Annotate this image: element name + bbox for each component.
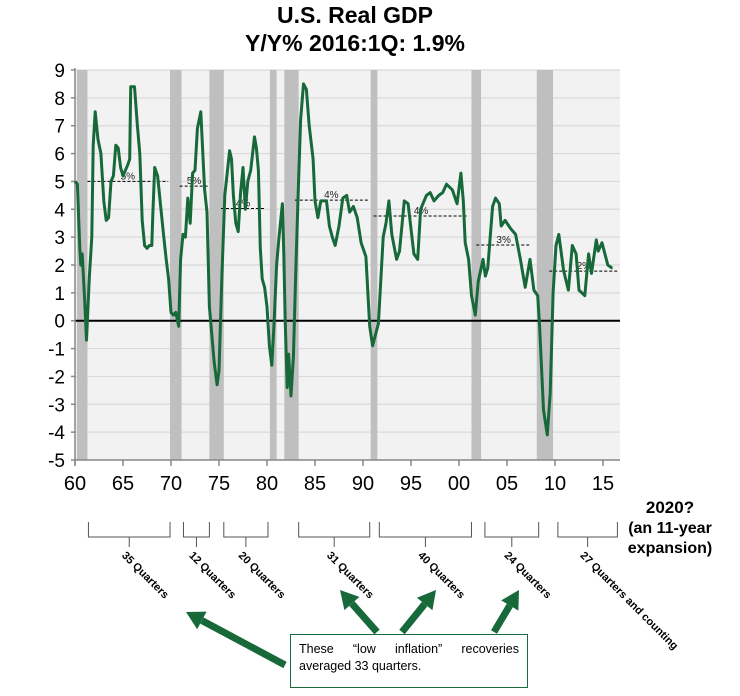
expansion-label: 40 Quarters [415, 550, 467, 602]
y-tick-label: 1 [54, 284, 65, 305]
x-tick-label: 15 [592, 473, 614, 495]
callout-arrow-shaft [349, 601, 380, 635]
callout-arrow-shaft [399, 601, 428, 635]
x-tick-label: 90 [352, 473, 374, 495]
y-tick-label: 7 [54, 117, 65, 138]
expansion-bracket [87, 522, 171, 547]
callout-arrow-head-icon [416, 590, 436, 611]
y-tick-label: 6 [54, 145, 65, 166]
callout-arrow-head-icon [340, 590, 360, 611]
annotation-expansion: expansion) [627, 540, 713, 557]
x-tick-label: 70 [160, 473, 182, 495]
average-label: 5% [187, 176, 202, 187]
expansion-label: 24 Quarters [502, 550, 554, 602]
expansion-label: 12 Quarters [186, 550, 238, 602]
expansion-bracket [182, 522, 210, 547]
recession-band [370, 70, 378, 460]
callout-box: These “low inflation” recoveries average… [290, 634, 528, 688]
average-label: 4% [236, 198, 251, 209]
recession-band [269, 70, 277, 460]
average-label: 4% [324, 190, 339, 201]
y-tick-label: -4 [48, 423, 65, 444]
y-tick-label: 9 [54, 61, 65, 82]
expansion-label: 20 Quarters [236, 550, 288, 602]
x-tick-label: 95 [400, 473, 422, 495]
x-tick-label: 80 [256, 473, 278, 495]
x-tick-label: 65 [112, 473, 134, 495]
callout-arrow-head-icon [501, 590, 519, 611]
callout-arrow-shaft [490, 603, 513, 634]
expansion-label: 35 Quarters [119, 550, 171, 602]
x-tick-label: 85 [304, 473, 326, 495]
expansion-bracket [298, 522, 371, 547]
y-tick-label: -3 [48, 395, 65, 416]
x-tick-label: 00 [448, 473, 470, 495]
x-tick-label: 05 [496, 473, 518, 495]
average-label: 2% [577, 261, 592, 272]
expansion-bracket [378, 522, 472, 547]
y-tick-label: 3 [54, 228, 65, 249]
recession-band [471, 70, 482, 460]
y-tick-label: 4 [54, 200, 65, 221]
annotation-2020: 2020? [645, 498, 695, 517]
callout-arrow-shaft [200, 617, 287, 669]
chart-subtitle: Y/Y% 2016:1Q: 1.9% [245, 30, 465, 56]
expansion-label: 27 Quarters and counting [578, 550, 681, 653]
chart-title: U.S. Real GDP [277, 2, 433, 28]
y-tick-label: 8 [54, 89, 65, 110]
expansion-bracket [223, 522, 269, 547]
average-label: 5% [121, 171, 136, 182]
recession-band [170, 70, 182, 460]
callout-arrow-head-icon [186, 611, 207, 630]
y-tick-label: 5 [54, 172, 65, 193]
y-tick-label: -5 [48, 451, 65, 472]
expansion-bracket [557, 522, 618, 547]
expansion-bracket [484, 522, 540, 547]
x-tick-label: 10 [544, 473, 566, 495]
annotation-11-year: (an 11-year [628, 520, 712, 537]
y-tick-label: 0 [54, 312, 65, 333]
x-tick-label: 60 [64, 473, 86, 495]
average-label: 3% [496, 235, 511, 246]
x-tick-label: 75 [208, 473, 230, 495]
gdp-series-line [73, 82, 614, 437]
y-tick-label: -2 [48, 367, 65, 388]
y-tick-label: 2 [54, 256, 65, 277]
y-tick-label: -1 [48, 340, 65, 361]
